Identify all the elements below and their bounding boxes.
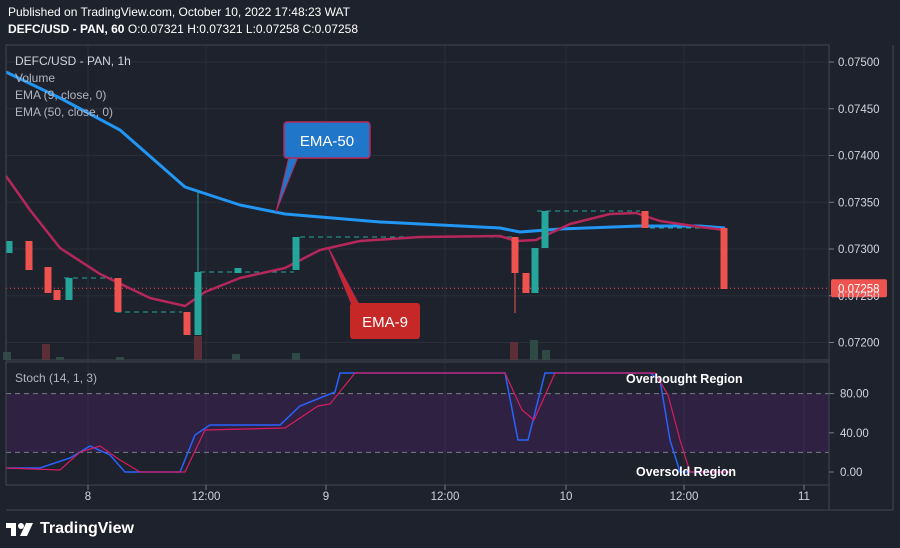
ema50-callout-pointer xyxy=(275,151,301,213)
legend-item: EMA (50, close, 0) xyxy=(15,105,113,119)
volume-bar xyxy=(194,336,202,360)
volume-bar xyxy=(42,344,50,360)
time-tick-label: 12:00 xyxy=(431,491,460,503)
oversold-label: Oversold Region xyxy=(636,465,736,479)
stoch-lines xyxy=(5,372,730,473)
volume-bar xyxy=(530,340,538,360)
candle-body xyxy=(541,211,549,248)
price-tick-label: 0.07250 xyxy=(838,291,880,303)
price-tick-label: 0.07500 xyxy=(838,57,880,69)
candle-body xyxy=(641,211,649,228)
candle-body xyxy=(65,278,73,300)
volume-bar xyxy=(3,352,11,360)
ema50-callout-box xyxy=(283,121,371,159)
candle-body xyxy=(511,237,519,273)
stoch-title: Stoch (14, 1, 3) xyxy=(15,371,97,385)
ema9-line xyxy=(4,175,726,308)
ema50-line xyxy=(5,70,726,234)
volume-bar xyxy=(542,350,550,360)
time-tick-label: 11 xyxy=(798,491,810,503)
price-tick-label: 0.07300 xyxy=(838,244,880,256)
candle-body xyxy=(194,272,202,335)
candle-body xyxy=(183,312,191,335)
time-tick-label: 8 xyxy=(85,491,91,503)
stoch-d-line xyxy=(5,372,730,473)
time-tick-label: 12:00 xyxy=(670,491,699,503)
candle-body xyxy=(44,267,52,293)
stoch-band-layer xyxy=(6,393,829,453)
candle-body xyxy=(531,248,539,293)
tradingview-wordmark: TradingView xyxy=(40,520,134,537)
time-tick-label: 12:00 xyxy=(192,491,221,503)
stoch-band xyxy=(6,393,829,453)
price-tick-label: 0.07350 xyxy=(838,197,880,209)
stoch-tick-label: 80.00 xyxy=(840,389,869,401)
candle-body xyxy=(5,241,13,253)
candle-body xyxy=(522,273,530,293)
volume-bar xyxy=(56,357,64,360)
published-line: Published on TradingView.com, October 10… xyxy=(8,5,350,19)
ema50-callout-label: EMA-50 xyxy=(300,133,354,150)
legend-item: Volume xyxy=(15,71,55,85)
volume-layer xyxy=(3,336,550,360)
volume-bar xyxy=(510,342,518,360)
candle-body xyxy=(114,278,122,312)
tradingview-logo[interactable]: TradingView xyxy=(6,517,134,541)
symbol-line: DEFC/USD - PAN, 60 xyxy=(8,22,125,36)
ohlc-line: DEFC/USD - PAN, 60 O:0.07321 H:0.07321 L… xyxy=(8,21,358,38)
price-tick-label: 0.07200 xyxy=(838,338,880,350)
legend-item: EMA (9, close, 0) xyxy=(15,88,106,102)
dashed-levels xyxy=(6,210,829,313)
axes xyxy=(5,44,894,511)
time-tick-label: 9 xyxy=(323,491,329,503)
last-price-label: 0.07258 xyxy=(838,283,880,295)
ema-layer xyxy=(4,70,726,308)
time-tick-label: 10 xyxy=(560,491,573,503)
volume-bar xyxy=(292,353,300,360)
ema9-callout-label: EMA-9 xyxy=(362,314,408,331)
chart-header: Published on TradingView.com, October 10… xyxy=(8,4,358,38)
candle-body xyxy=(53,290,61,300)
candles xyxy=(5,190,728,335)
tradingview-logo-icon xyxy=(6,523,33,536)
volume-bar xyxy=(232,354,240,360)
chart-text: 0.07500 0.07450 0.07400 0.07350 0.07300 0.072… xyxy=(15,54,880,503)
ohlc-values: O:0.07321 H:0.07321 L:0.07258 C:0.07258 xyxy=(127,22,358,36)
legend-title: DEFC/USD - PAN, 1h xyxy=(15,54,131,68)
stoch-tick-label: 40.00 xyxy=(840,428,869,440)
overbought-label: Overbought Region xyxy=(626,372,743,386)
price-tick-label: 0.07450 xyxy=(838,104,880,116)
price-tick-label: 0.07400 xyxy=(838,151,880,163)
volume-bar xyxy=(116,357,124,360)
annotations xyxy=(275,121,420,339)
ema9-callout-box xyxy=(350,303,420,339)
last-price-tag xyxy=(831,279,887,298)
candle-body xyxy=(292,237,300,270)
candle-body xyxy=(720,228,728,289)
ema9-callout-pointer xyxy=(327,246,364,312)
candle-body xyxy=(234,268,242,273)
stoch-tick-label: 0.00 xyxy=(840,467,862,479)
candle-body xyxy=(25,241,33,270)
stoch-k-line xyxy=(6,372,730,473)
